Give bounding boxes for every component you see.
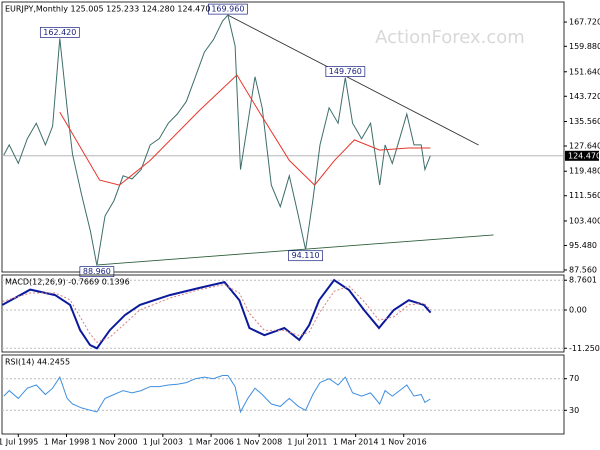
annotation-box — [288, 250, 323, 262]
annotation-label: 162.420 — [43, 28, 76, 37]
x-tick-label: 1 Mar 1998 — [44, 438, 90, 447]
series-line — [59, 74, 431, 186]
annotation-label: 94.110 — [292, 251, 320, 260]
y-tick-label: 159.880 — [569, 42, 600, 51]
y-tick-label: 167.720 — [569, 18, 600, 27]
x-tick-label: 1 Nov 2016 — [381, 438, 427, 447]
last-price-label: 124.470 — [568, 151, 600, 160]
annotation-label: 169.960 — [211, 5, 244, 14]
y-tick-label: 119.480 — [569, 167, 600, 176]
annotation-box — [39, 27, 80, 38]
panel-title: RSI(14) 44.2455 — [5, 358, 70, 367]
y-tick-label: 135.560 — [569, 117, 600, 126]
x-tick-label: 1 Mar 2014 — [333, 438, 379, 447]
series-line — [1, 278, 432, 350]
x-tick-label: 1 Nov 2008 — [236, 438, 282, 447]
x-tick-label: 1 Jul 1995 — [0, 438, 38, 447]
annotation-box — [79, 266, 115, 277]
series-line — [2, 283, 431, 343]
watermark: ActionForex.com — [375, 27, 525, 48]
y-tick-label: 95.480 — [569, 241, 597, 250]
annotation-label: 88.960 — [83, 267, 111, 276]
x-tick-label: 1 Jul 2011 — [287, 438, 327, 447]
x-tick-label: 1 Jul 2003 — [143, 438, 183, 447]
last-price-box — [565, 150, 599, 161]
panel-frame — [1, 354, 565, 435]
y-tick-label: 111.560 — [569, 191, 600, 200]
panel-frame — [1, 1, 565, 273]
annotation-box — [325, 66, 366, 77]
y-tick-label: 127.640 — [569, 142, 600, 151]
series-line — [3, 375, 431, 414]
y-tick-label: -11.2506 — [569, 344, 600, 353]
x-tick-label: 1 Nov 2000 — [92, 438, 138, 447]
y-tick-label: 143.720 — [569, 92, 600, 101]
y-tick-label: 151.640 — [569, 67, 600, 76]
y-tick-label: 8.7601 — [569, 276, 597, 285]
panel-title: EURJPY,Monthly 125.005 125.233 124.280 1… — [5, 5, 210, 14]
x-tick-label: 1 Mar 2006 — [188, 438, 234, 447]
trendline — [97, 234, 494, 266]
panel-frame — [1, 274, 565, 353]
annotation-label: 149.760 — [329, 67, 362, 76]
y-tick-label: 87.560 — [569, 265, 597, 274]
series-line — [3, 14, 431, 266]
y-tick-label: 103.400 — [569, 216, 600, 225]
panel-title: MACD(12,26,9) -0.7669 0.1396 — [5, 278, 130, 287]
trendline — [227, 14, 479, 146]
y-tick-label: 30 — [569, 406, 579, 415]
annotation-box — [208, 3, 248, 15]
y-tick-label: 0.00 — [569, 306, 587, 315]
y-tick-label: 70 — [569, 374, 579, 383]
